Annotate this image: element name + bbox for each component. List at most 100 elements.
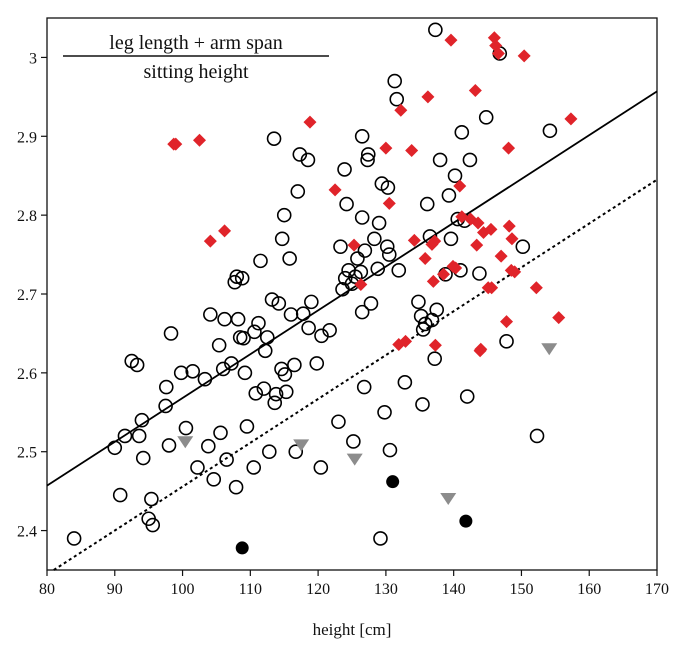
red-diamond-point (564, 112, 578, 126)
open-circle-point (411, 294, 426, 310)
filled-circle-point (235, 541, 249, 555)
open-circle-point (161, 438, 177, 453)
open-circle-point (387, 73, 403, 89)
red-diamond-point (487, 31, 501, 45)
open-circle-point (246, 460, 262, 475)
open-circle-point (370, 261, 386, 277)
open-circle-point (529, 428, 545, 444)
red-diamond-point (453, 179, 467, 193)
open-circle-point (295, 306, 311, 322)
red-diamond-point (485, 281, 499, 295)
open-circle-point (277, 367, 293, 382)
open-circle-point (230, 311, 246, 327)
red-diamond-point (444, 33, 458, 47)
open-circle-point (163, 326, 179, 341)
open-circle-point (283, 307, 299, 322)
open-circle-point (197, 371, 213, 387)
red-diamond-point (418, 252, 432, 266)
red-diamond-point (468, 84, 482, 98)
open-circle-point (276, 207, 292, 223)
red-diamond-point (426, 274, 440, 288)
open-circle-point (441, 188, 457, 203)
red-diamond-point (193, 133, 206, 147)
open-circle-point (257, 343, 273, 359)
red-diamond-point (382, 196, 396, 210)
open-circle-point (274, 231, 290, 247)
red-diamond-point (484, 222, 498, 236)
open-circle-point (213, 425, 228, 441)
red-diamond-point (517, 49, 531, 63)
open-circle-point (219, 452, 234, 467)
open-circle-point (354, 210, 370, 225)
open-circle-point (373, 531, 388, 546)
red-diamond-point (405, 143, 419, 157)
open-circle-point (201, 438, 216, 454)
x-tick-label: 90 (107, 581, 123, 598)
open-circle-point (229, 269, 245, 284)
x-tick-label: 110 (239, 581, 262, 598)
open-circle-point (185, 363, 201, 379)
red-diamond-point (449, 261, 463, 275)
open-circle-point (357, 243, 373, 258)
red-diamond-point (508, 265, 522, 279)
open-circle-point (428, 22, 443, 38)
open-circle-point (301, 320, 316, 336)
open-circle-point (228, 479, 244, 495)
open-circle-point (251, 315, 266, 331)
y-tick-label: 2.6 (17, 366, 37, 383)
open-circle-point (350, 251, 365, 266)
open-circle-point (304, 294, 319, 310)
axes: 80 90 100 110 120 130 140 150 160 170 2.4 2.5 2.6 2.7… (17, 50, 669, 598)
open-circle-point (339, 196, 354, 212)
open-circle-point (190, 460, 205, 475)
red-diamond-point (502, 141, 516, 155)
formula-denominator: sitting height (144, 61, 249, 83)
open-circle-point (117, 428, 133, 444)
formula-annotation: leg length + arm span sitting height (63, 32, 329, 83)
open-circle-point (206, 472, 222, 487)
open-circle-point (360, 152, 375, 168)
open-circle-point (447, 168, 463, 184)
open-circle-point (236, 330, 251, 346)
y-tick-label: 2.4 (17, 524, 37, 541)
open-circle-point (290, 184, 306, 199)
open-circle-point (224, 356, 239, 371)
gray-triangle-point (541, 343, 558, 356)
red-diamond-point (354, 278, 368, 292)
open-circle-point (173, 365, 189, 381)
open-circle-point (472, 266, 487, 281)
red-diamond-point (471, 216, 485, 230)
gray-triangle-point (346, 453, 363, 466)
red-diamond-point (203, 234, 217, 248)
open-circle-point (266, 131, 282, 146)
gray-triangle-point (177, 436, 194, 449)
red-diamond-point (491, 46, 505, 60)
open-circle-point (178, 420, 194, 436)
y-tick-label: 2.5 (17, 445, 37, 462)
open-circle-point (377, 404, 392, 420)
red-diamond-point (474, 342, 488, 356)
open-circle-point (337, 162, 352, 177)
open-circle-point (112, 487, 128, 503)
open-circle-point (134, 412, 150, 428)
open-circle-point (382, 442, 398, 458)
filled-circle-point (459, 514, 473, 528)
plot-frame (46, 17, 658, 571)
open-circle-point (371, 215, 387, 231)
open-circle-point (454, 125, 470, 140)
open-circle-point (459, 389, 475, 404)
open-circle-point (271, 296, 287, 311)
open-circle-point (354, 304, 370, 320)
open-circle-point (397, 375, 413, 390)
open-circle-point (348, 269, 363, 284)
open-circle-point (381, 247, 397, 262)
red-diamond-point (407, 233, 421, 247)
open-circle-point (380, 180, 396, 195)
red-diamond-point (502, 219, 516, 233)
open-circle-point (262, 444, 277, 460)
x-tick-label: 160 (577, 581, 601, 598)
red-diamond-point (428, 234, 442, 248)
open-circle-point (360, 147, 376, 162)
x-tick-label: 100 (171, 581, 195, 598)
